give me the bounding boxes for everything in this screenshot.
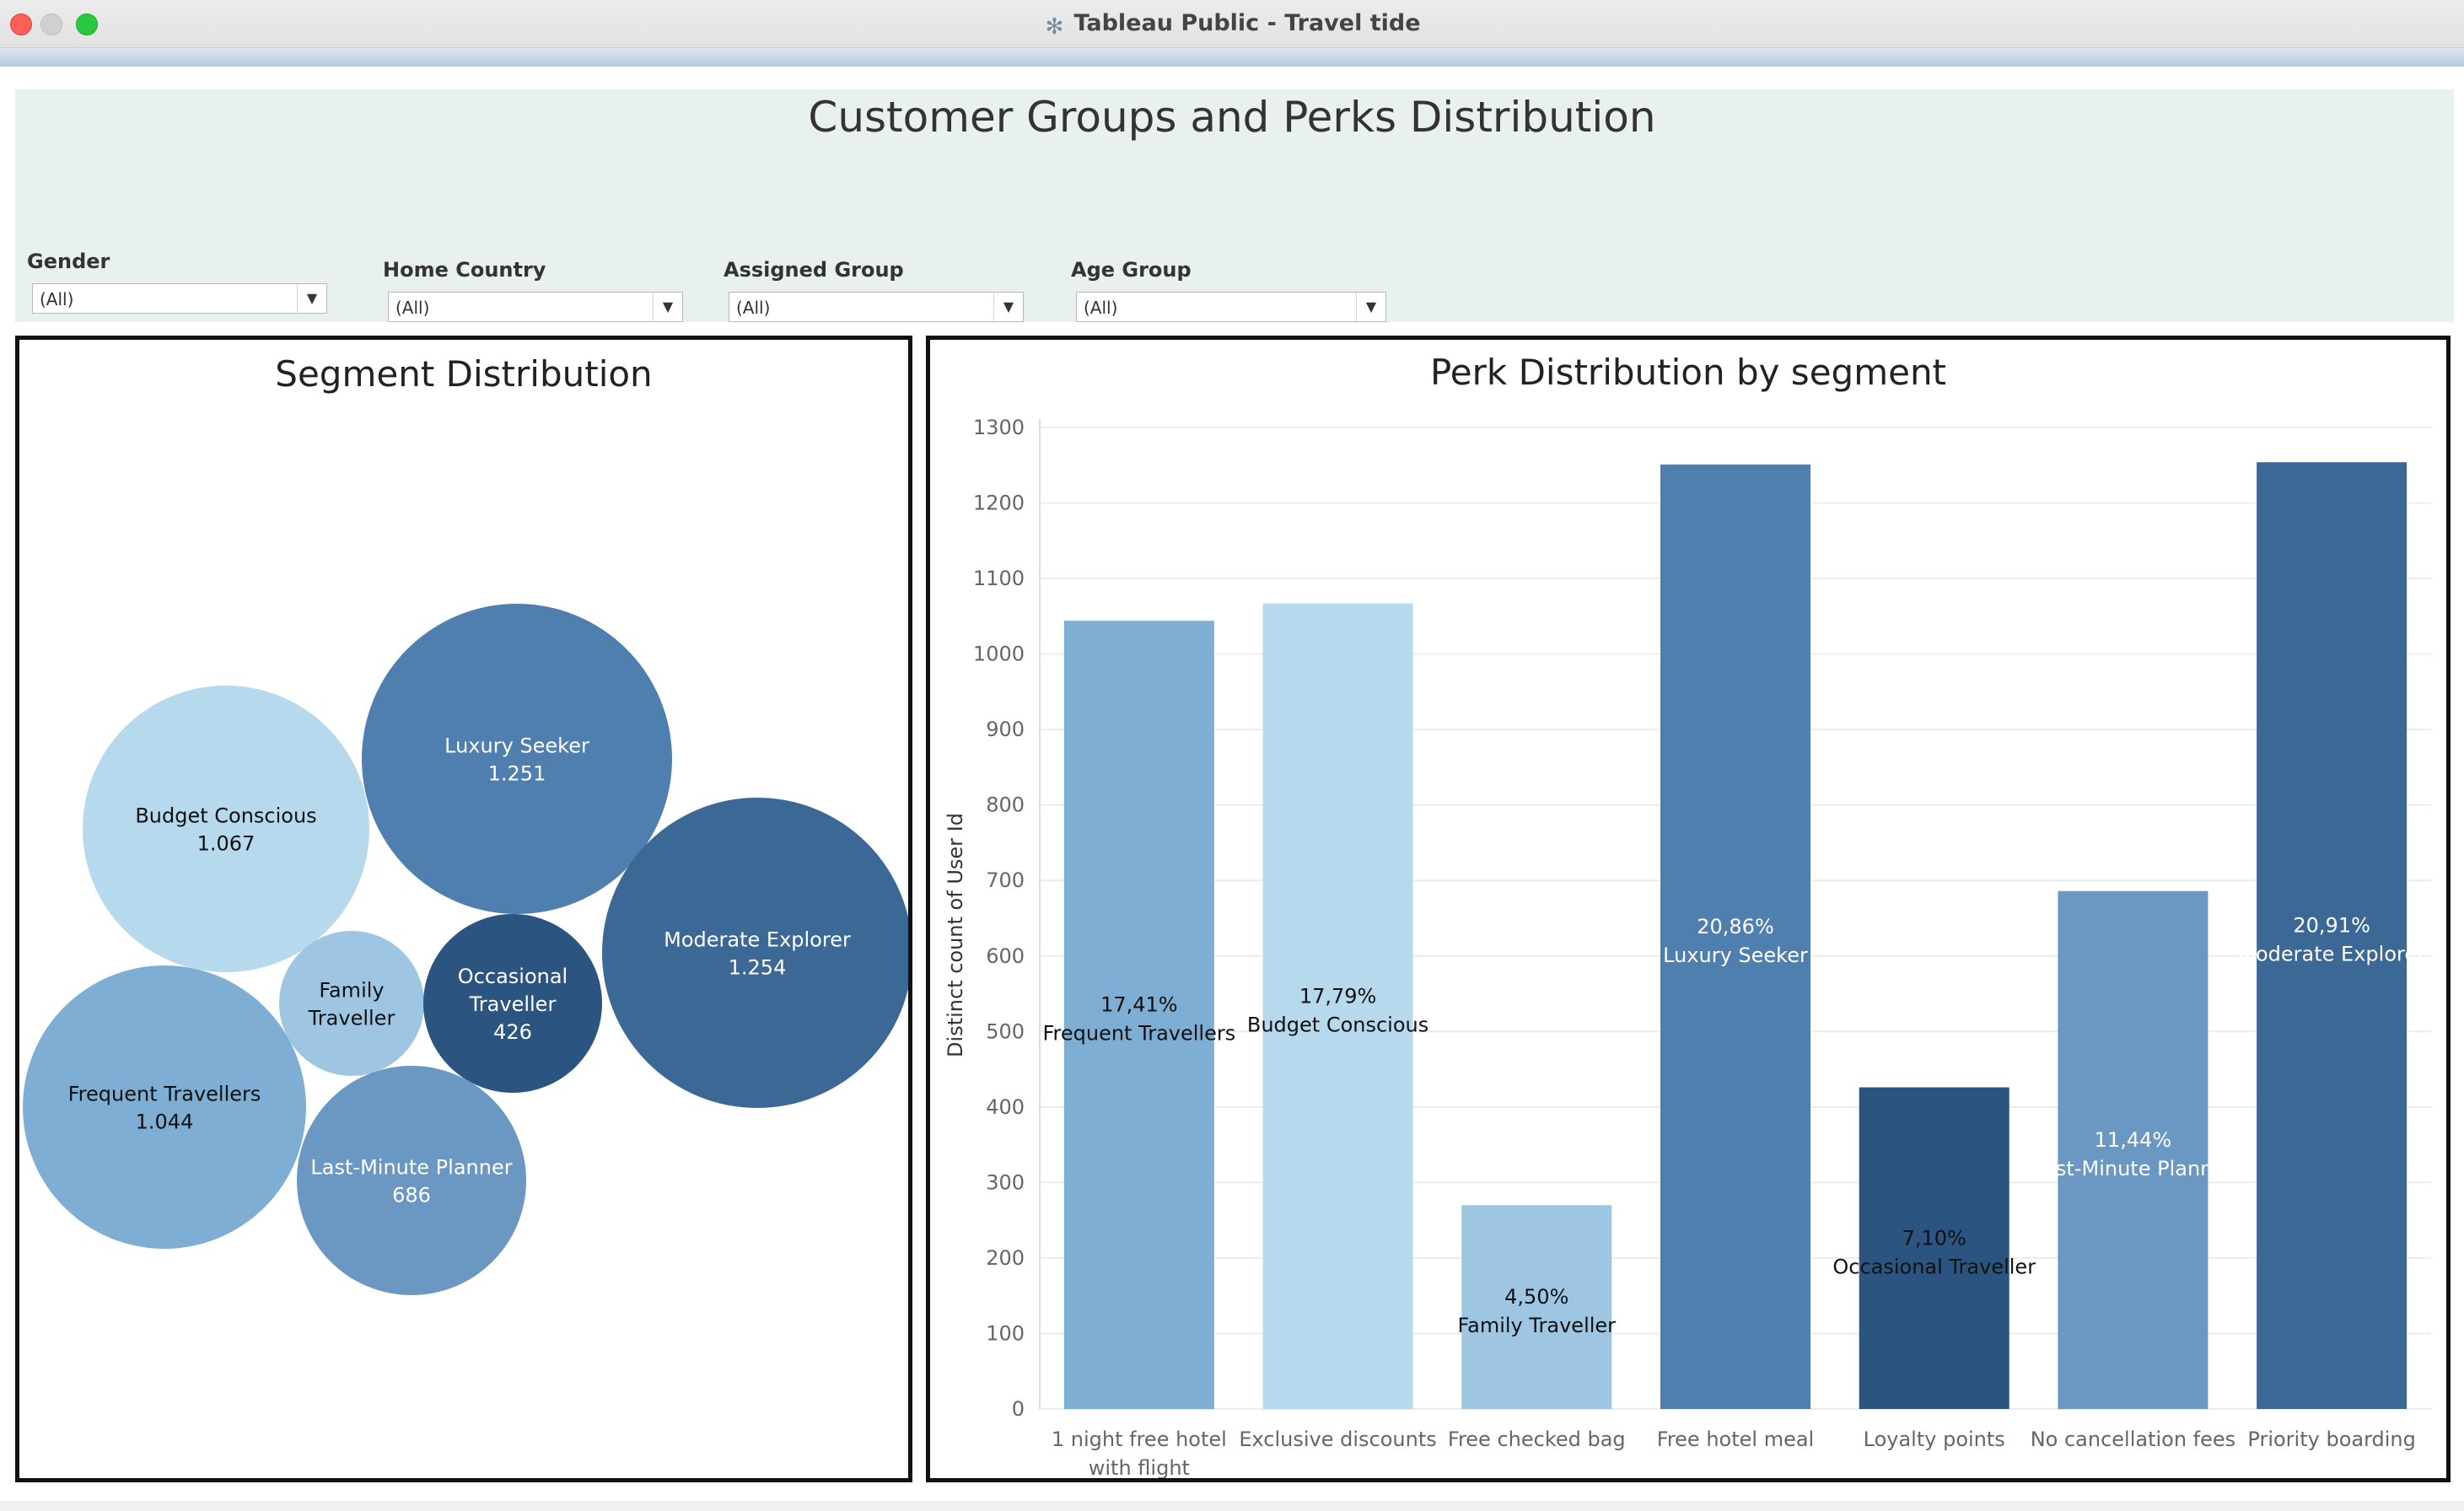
bubble-moderate-explorer[interactable] — [602, 798, 908, 1108]
gender-filter-label: Gender — [27, 250, 110, 273]
bar-percent-label: 11,44% — [2095, 1128, 2172, 1152]
bar-percent-label: 17,79% — [1299, 984, 1377, 1008]
bubble-occasional-traveller[interactable] — [423, 914, 602, 1093]
dashboard-header — [15, 89, 2454, 322]
bar-segment-label: Frequent Travellers — [1042, 1022, 1235, 1046]
bubble-value-label: 1.067 — [197, 832, 256, 856]
y-tick-label: 100 — [986, 1321, 1025, 1345]
x-tick-label: No cancellation fees — [2031, 1428, 2235, 1451]
bar-percent-label: 17,41% — [1100, 993, 1178, 1017]
chevron-down-icon[interactable]: ▼ — [1356, 293, 1385, 321]
x-tick-label: Priority boarding — [2247, 1428, 2415, 1451]
y-tick-label: 900 — [986, 718, 1025, 741]
bar-chart: 0 100 200 300 400 500 600 700 800 900 1000 1100 1200… — [944, 416, 2431, 1478]
minimize-window-button[interactable] — [40, 13, 62, 35]
bar-last-minute-planner[interactable] — [2058, 890, 2208, 1409]
bar-moderate-explorer[interactable] — [2257, 462, 2408, 1409]
y-tick-label: 700 — [986, 868, 1025, 892]
dashboard-title: Customer Groups and Perks Distribution — [808, 93, 1656, 142]
toolbar-strip — [0, 48, 2464, 67]
bar-percent-label: 4,50% — [1504, 1285, 1568, 1309]
bubble-family-traveller[interactable] — [279, 931, 424, 1076]
bubble-luxury-seeker[interactable] — [362, 604, 672, 914]
bubble-label: Occasional — [458, 965, 568, 988]
bar-segment-label: Luxury Seeker — [1663, 944, 1808, 967]
window-titlebar: ✻ Tableau Public - Travel tide — [0, 0, 2464, 48]
bubble-label: Traveller — [308, 1007, 395, 1030]
bubble-label: Moderate Explorer — [664, 928, 851, 952]
bubble-label: Traveller — [469, 992, 557, 1016]
chevron-down-icon[interactable]: ▼ — [993, 293, 1023, 321]
age-group-filter-label: Age Group — [1071, 258, 1192, 282]
assigned-group-filter-value: (All) — [736, 298, 771, 318]
y-tick-label: 1300 — [973, 416, 1025, 439]
y-tick-label: 800 — [986, 793, 1025, 817]
window-title-text: Tableau Public - Travel tide — [1073, 10, 1421, 36]
perk-distribution-panel: Perk Distribution by segment 0 100 200 300 4… — [926, 336, 2451, 1482]
tableau-icon: ✻ — [1045, 14, 1064, 40]
bar-frequent-travellers[interactable] — [1063, 621, 1214, 1409]
y-tick-label: 600 — [986, 944, 1025, 968]
x-tick-label: Loyalty points — [1864, 1428, 2005, 1451]
y-tick-label: 1200 — [973, 492, 1025, 515]
chevron-down-icon[interactable]: ▼ — [297, 284, 326, 313]
x-tick-label: Free checked bag — [1448, 1428, 1626, 1451]
assigned-group-filter-label: Assigned Group — [724, 258, 904, 282]
bar-segment-label: Budget Conscious — [1247, 1013, 1428, 1036]
bar-segment-label: Family Traveller — [1458, 1314, 1617, 1337]
bubble-label: Family — [319, 979, 384, 1003]
bar-family-traveller[interactable] — [1461, 1205, 1612, 1409]
bubble-frequent-travellers[interactable] — [23, 965, 306, 1249]
y-axis-label: Distinct count of User Id — [944, 813, 967, 1057]
bubble-chart: Luxury Seeker 1.251 Budget Conscious 1.067 M… — [23, 604, 908, 1295]
bubble-label: Luxury Seeker — [444, 734, 589, 758]
gender-filter-value: (All) — [40, 289, 74, 309]
y-tick-label: 200 — [986, 1246, 1025, 1270]
segment-distribution-panel: Segment Distribution Luxury Seeker 1.251 B… — [15, 336, 912, 1482]
bar-percent-label: 20,86% — [1697, 915, 1774, 938]
bubble-label: Last-Minute Planner — [310, 1156, 512, 1180]
y-tick-label: 1100 — [973, 567, 1025, 590]
chevron-down-icon[interactable]: ▼ — [653, 293, 682, 321]
bar-segment-label: Moderate Explorer — [2238, 943, 2425, 966]
home-country-filter-label: Home Country — [383, 258, 546, 282]
bubble-label: Budget Conscious — [135, 804, 316, 828]
segment-panel-title: Segment Distribution — [275, 353, 653, 395]
y-tick-label: 300 — [986, 1170, 1025, 1194]
x-tick-label: with flight — [1089, 1456, 1190, 1478]
age-group-filter-value: (All) — [1084, 298, 1118, 318]
age-group-filter-dropdown[interactable]: (All) ▼ — [1076, 292, 1386, 322]
window-title: ✻ Tableau Public - Travel tide — [0, 10, 2464, 38]
x-tick-label: 1 night free hotel — [1052, 1428, 1227, 1451]
zoom-window-button[interactable] — [76, 13, 98, 35]
gender-filter-dropdown[interactable]: (All) ▼ — [32, 283, 327, 314]
bar-segment-label: Occasional Traveller — [1832, 1255, 2036, 1278]
bubble-value-label: 426 — [493, 1020, 532, 1044]
bar-occasional-traveller[interactable] — [1859, 1087, 2009, 1409]
bubble-value-label: 1.044 — [136, 1110, 194, 1134]
bubble-budget-conscious[interactable] — [83, 686, 369, 972]
bar-budget-conscious[interactable] — [1262, 603, 1413, 1409]
bubble-value-label: 686 — [392, 1184, 431, 1207]
y-tick-label: 0 — [1012, 1397, 1025, 1421]
home-country-filter-dropdown[interactable]: (All) ▼ — [388, 292, 683, 322]
assigned-group-filter-dropdown[interactable]: (All) ▼ — [729, 292, 1024, 322]
x-tick-label: Free hotel meal — [1657, 1428, 1814, 1451]
y-tick-label: 400 — [986, 1095, 1025, 1119]
y-tick-label: 500 — [986, 1019, 1025, 1043]
bar-luxury-seeker[interactable] — [1660, 464, 1810, 1410]
close-window-button[interactable] — [10, 13, 32, 35]
y-tick-label: 1000 — [973, 643, 1025, 666]
status-strip — [0, 1501, 2464, 1511]
bubble-value-label: 1.254 — [729, 956, 787, 980]
x-tick-label: Exclusive discounts — [1239, 1428, 1436, 1451]
home-country-filter-value: (All) — [395, 298, 430, 318]
bubble-label: Frequent Travellers — [68, 1083, 261, 1106]
bar-segment-label: Last-Minute Planner — [2032, 1157, 2234, 1180]
bar-percent-label: 20,91% — [2293, 914, 2370, 938]
perk-panel-title: Perk Distribution by segment — [1429, 352, 1947, 393]
bubble-last-minute-planner[interactable] — [297, 1066, 526, 1295]
bubble-value-label: 1.251 — [488, 762, 546, 786]
bar-percent-label: 7,10% — [1902, 1226, 1966, 1250]
